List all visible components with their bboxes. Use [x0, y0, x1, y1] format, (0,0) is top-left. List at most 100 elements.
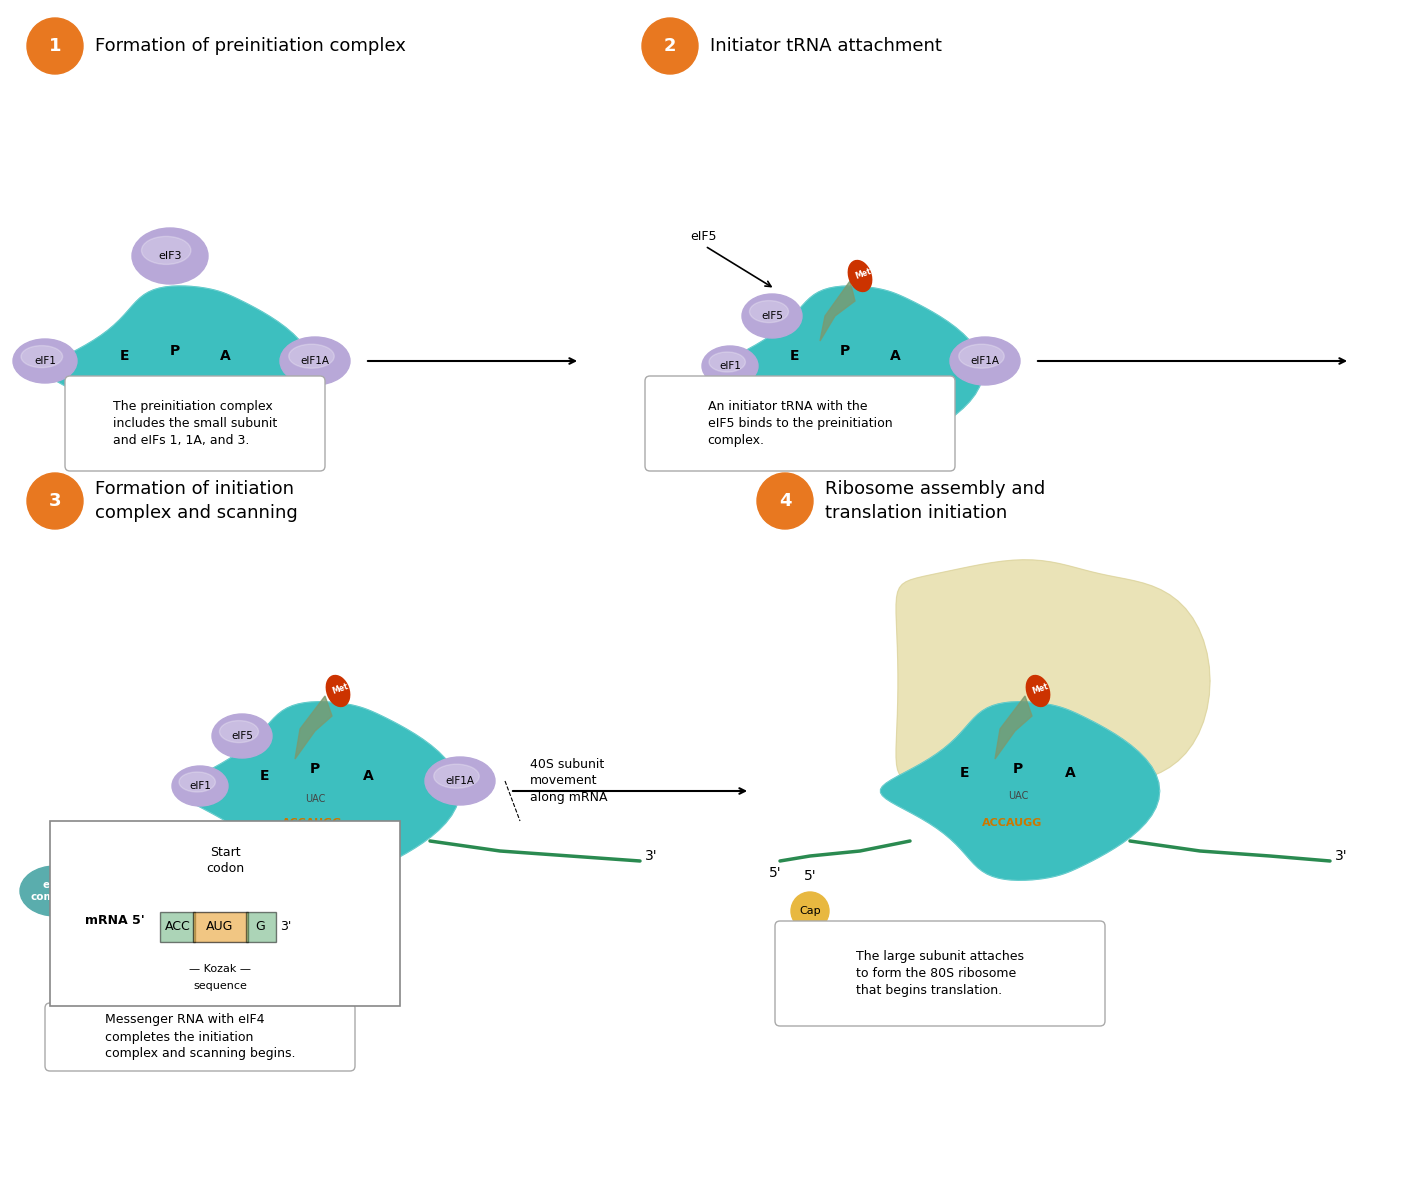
- Text: Ribosome assembly and
translation initiation: Ribosome assembly and translation initia…: [825, 480, 1045, 523]
- Text: 5': 5': [59, 961, 72, 975]
- FancyBboxPatch shape: [160, 912, 195, 942]
- Text: Formation of preinitiation complex: Formation of preinitiation complex: [96, 37, 406, 55]
- Text: sequence: sequence: [193, 981, 247, 991]
- Text: UAC: UAC: [835, 376, 855, 386]
- Text: UAC: UAC: [165, 376, 186, 386]
- Text: eIF1: eIF1: [718, 361, 741, 372]
- Text: 3: 3: [49, 492, 62, 510]
- Text: Met: Met: [1031, 682, 1049, 696]
- Text: — Kozak —: — Kozak —: [188, 964, 252, 974]
- Ellipse shape: [742, 294, 801, 338]
- Ellipse shape: [21, 345, 63, 368]
- Text: E: E: [260, 769, 270, 782]
- Ellipse shape: [950, 337, 1019, 385]
- Ellipse shape: [172, 766, 228, 806]
- Text: G: G: [254, 921, 264, 934]
- Ellipse shape: [709, 353, 745, 372]
- Circle shape: [643, 18, 697, 74]
- Ellipse shape: [792, 892, 830, 930]
- Text: eIF4
complex: eIF4 complex: [31, 880, 80, 903]
- Text: eIF5: eIF5: [231, 731, 253, 741]
- Text: E: E: [960, 766, 970, 780]
- Ellipse shape: [848, 261, 872, 292]
- FancyBboxPatch shape: [51, 821, 399, 1006]
- Text: The preinitiation complex
includes the small subunit
and eIFs 1, 1A, and 3.: The preinitiation complex includes the s…: [112, 400, 277, 447]
- Polygon shape: [717, 286, 983, 456]
- FancyBboxPatch shape: [65, 376, 325, 470]
- Text: 40S subunit
movement
along mRNA: 40S subunit movement along mRNA: [530, 757, 607, 804]
- Circle shape: [756, 473, 813, 529]
- Text: eIF5: eIF5: [761, 311, 783, 322]
- Ellipse shape: [20, 866, 90, 916]
- Polygon shape: [180, 701, 460, 880]
- Ellipse shape: [425, 757, 495, 805]
- Text: Messenger RNA with eIF4
completes the initiation
complex and scanning begins.: Messenger RNA with eIF4 completes the in…: [105, 1014, 295, 1060]
- Text: An initiator tRNA with the
eIF5 binds to the preinitiation
complex.: An initiator tRNA with the eIF5 binds to…: [707, 400, 893, 447]
- Text: ACC: ACC: [165, 921, 191, 934]
- Text: Cap: Cap: [799, 906, 821, 916]
- Polygon shape: [295, 696, 332, 759]
- Ellipse shape: [326, 675, 350, 706]
- Text: UAC: UAC: [1008, 791, 1028, 802]
- Text: 2: 2: [664, 37, 676, 55]
- Polygon shape: [820, 281, 855, 341]
- Text: P: P: [170, 344, 180, 358]
- Polygon shape: [995, 696, 1032, 759]
- Text: P: P: [839, 344, 851, 358]
- Text: P: P: [309, 762, 321, 777]
- Ellipse shape: [433, 765, 479, 788]
- Text: 1: 1: [49, 37, 62, 55]
- Text: eIF1A: eIF1A: [301, 356, 329, 366]
- Text: AUG: AUG: [207, 921, 233, 934]
- Text: E: E: [790, 349, 800, 363]
- Circle shape: [27, 473, 83, 529]
- FancyBboxPatch shape: [193, 912, 247, 942]
- Text: eIF1A: eIF1A: [446, 777, 474, 786]
- Text: mRNA 5': mRNA 5': [84, 915, 145, 928]
- FancyBboxPatch shape: [645, 376, 955, 470]
- Polygon shape: [896, 560, 1211, 803]
- Ellipse shape: [288, 344, 335, 368]
- Ellipse shape: [749, 300, 789, 323]
- Circle shape: [27, 18, 83, 74]
- FancyBboxPatch shape: [246, 912, 276, 942]
- Ellipse shape: [132, 227, 208, 283]
- Ellipse shape: [280, 337, 350, 385]
- Text: A: A: [219, 349, 231, 363]
- Text: 3': 3': [1336, 849, 1347, 863]
- Text: 4: 4: [779, 492, 792, 510]
- Text: The large subunit attaches
to form the 80S ribosome
that begins translation.: The large subunit attaches to form the 8…: [856, 950, 1024, 997]
- Text: ACCAUGG: ACCAUGG: [281, 818, 342, 828]
- Ellipse shape: [212, 713, 271, 757]
- Text: A: A: [1064, 766, 1076, 780]
- Polygon shape: [48, 286, 314, 456]
- Text: ACCAUGG: ACCAUGG: [981, 818, 1042, 828]
- Text: P: P: [1012, 762, 1024, 777]
- Ellipse shape: [179, 772, 215, 792]
- Text: Start
codon: Start codon: [205, 846, 245, 875]
- Text: eIF1: eIF1: [188, 781, 211, 791]
- FancyBboxPatch shape: [775, 921, 1105, 1025]
- Text: eIF1A: eIF1A: [970, 356, 1000, 366]
- Text: Initiator tRNA attachment: Initiator tRNA attachment: [710, 37, 942, 55]
- FancyBboxPatch shape: [45, 1003, 354, 1071]
- Text: eIF1: eIF1: [34, 356, 56, 366]
- Ellipse shape: [1026, 675, 1050, 706]
- Ellipse shape: [959, 344, 1004, 368]
- Polygon shape: [880, 701, 1160, 880]
- Text: E: E: [121, 349, 129, 363]
- Text: 3': 3': [645, 849, 658, 863]
- Ellipse shape: [702, 347, 758, 386]
- Text: Formation of initiation
complex and scanning: Formation of initiation complex and scan…: [96, 480, 298, 523]
- Text: 5': 5': [769, 866, 782, 880]
- Text: 5': 5': [804, 869, 817, 883]
- Text: 3': 3': [280, 921, 291, 934]
- Text: Met: Met: [853, 267, 872, 281]
- Text: Met: Met: [330, 682, 349, 696]
- Text: A: A: [890, 349, 900, 363]
- Text: UAC: UAC: [305, 794, 325, 804]
- Ellipse shape: [142, 236, 191, 264]
- Text: A: A: [363, 769, 374, 782]
- Ellipse shape: [219, 721, 259, 743]
- Ellipse shape: [13, 339, 77, 384]
